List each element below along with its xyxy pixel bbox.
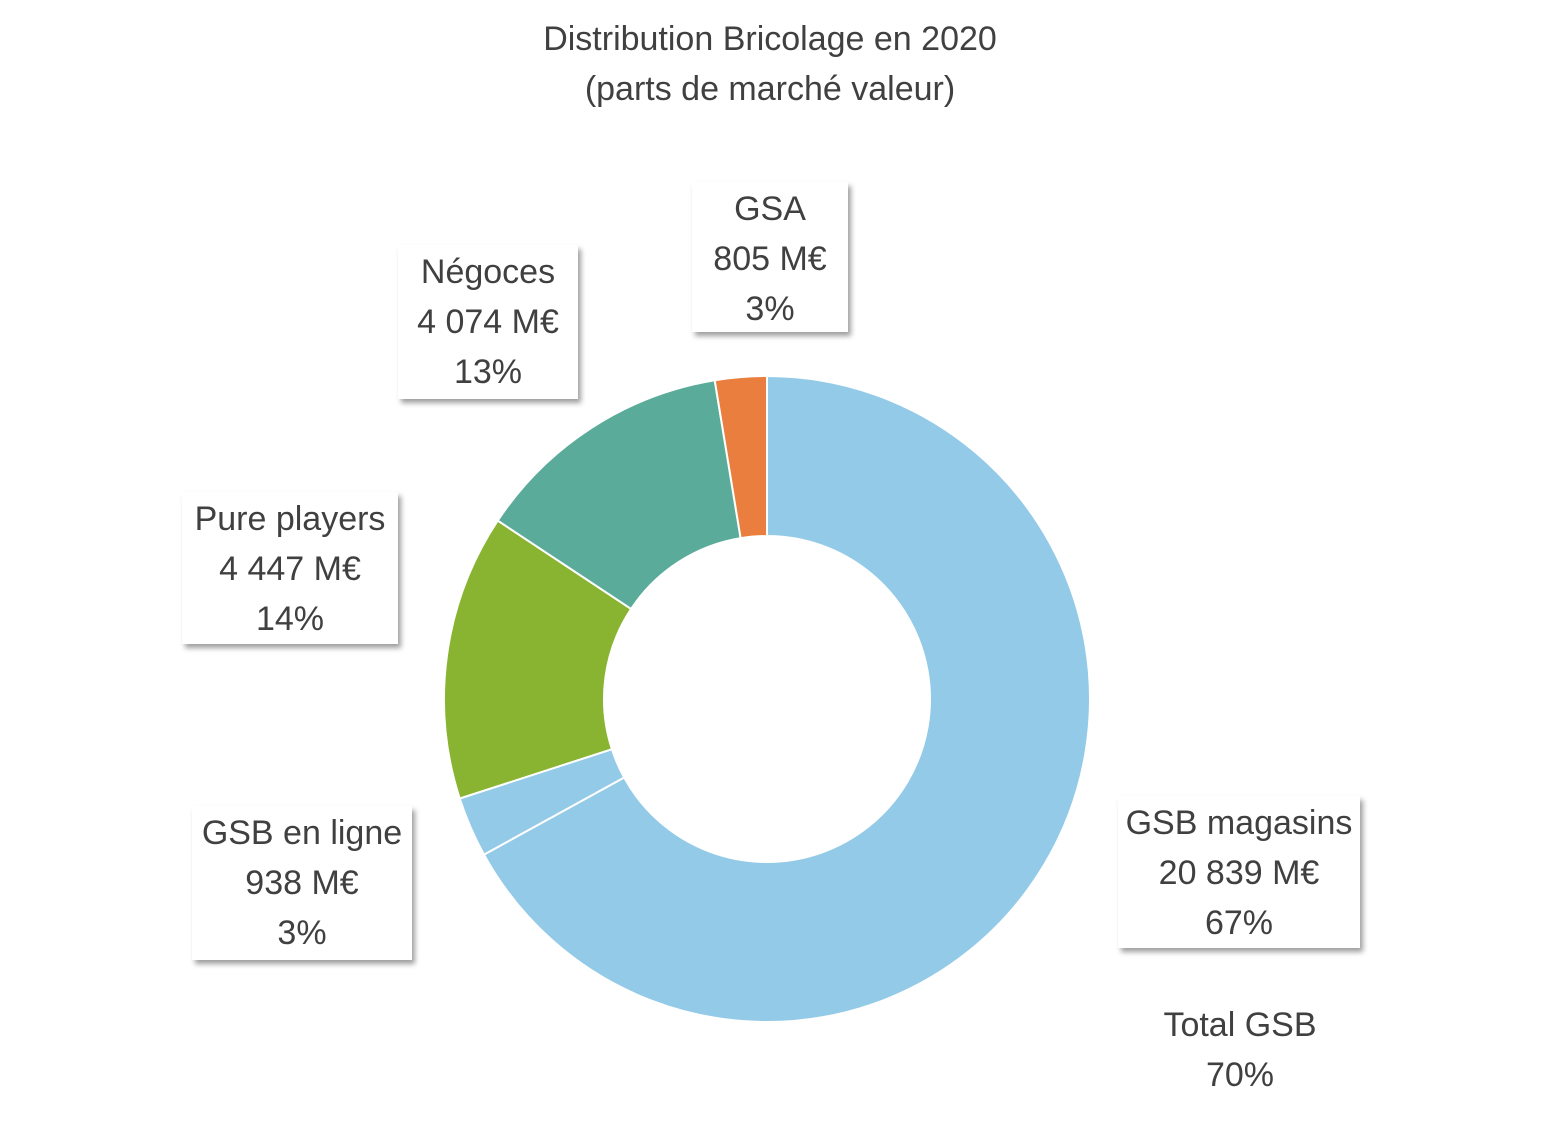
slice-negoces <box>496 379 742 611</box>
data-label-pure-players-percent: 14% <box>255 600 325 638</box>
data-label-gsb-en-ligne-value: 938 M€ <box>245 864 359 902</box>
slice-pure-players <box>443 519 633 800</box>
slice-gsa <box>713 374 768 540</box>
data-label-gsb-magasins-name: GSB magasins <box>1125 804 1353 842</box>
data-label-gsb-magasins-percent: 67% <box>1204 904 1274 942</box>
slice-gsb-magasins <box>482 374 1091 1023</box>
data-label-negoces-name: Négoces <box>420 253 556 291</box>
data-label-gsb-en-ligne: GSB en ligne 938 M€ 3% <box>192 806 412 960</box>
data-label-pure-players-value: 4 447 M€ <box>219 550 361 588</box>
data-label-gsa: GSA 805 M€ 3% <box>692 182 848 332</box>
data-label-pure-players: Pure players 4 447 M€ 14% <box>182 492 398 644</box>
data-label-gsa-percent: 3% <box>745 290 795 328</box>
data-label-gsb-magasins-value: 20 839 M€ <box>1158 854 1320 892</box>
total-gsb-label: Total GSB <box>1163 1006 1317 1044</box>
data-label-gsb-magasins: GSB magasins 20 839 M€ 67% <box>1118 796 1360 948</box>
total-gsb-value: 70% <box>1205 1056 1275 1094</box>
chart-title-line-2: (parts de marché valeur) <box>584 70 956 108</box>
data-label-negoces-value: 4 074 M€ <box>417 303 559 341</box>
data-label-pure-players-name: Pure players <box>194 500 386 538</box>
chart-title: Distribution Bricolage en 2020 (parts de… <box>0 14 1540 114</box>
data-label-negoces: Négoces 4 074 M€ 13% <box>398 245 578 399</box>
data-label-gsa-value: 805 M€ <box>713 240 827 278</box>
total-gsb-annotation: Total GSB 70% <box>1120 1000 1360 1100</box>
data-label-gsb-en-ligne-percent: 3% <box>277 914 327 952</box>
data-label-gsa-name: GSA <box>734 190 806 228</box>
chart-title-line-1: Distribution Bricolage en 2020 <box>543 20 997 58</box>
data-label-gsb-en-ligne-name: GSB en ligne <box>201 814 403 852</box>
data-label-negoces-percent: 13% <box>453 353 523 391</box>
